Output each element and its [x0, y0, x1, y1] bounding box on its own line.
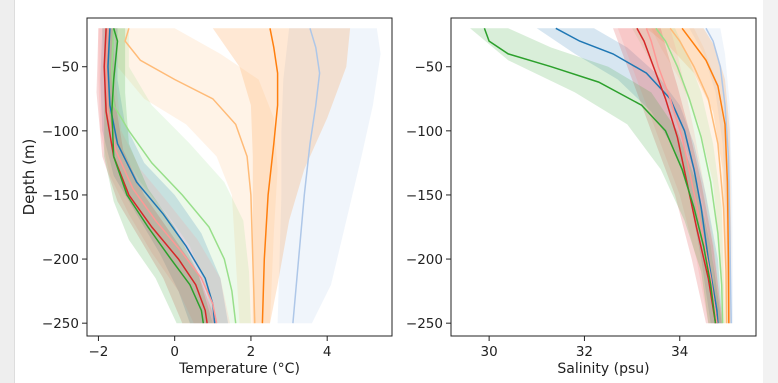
salinity-y-ticks: −50 −100 −150 −200 −250	[406, 60, 451, 332]
temperature-panel: −2 0 2 4 −50 −100 −150 −200 −250 Temperature (°…	[20, 17, 393, 377]
temperature-axes-frame	[86, 17, 393, 337]
figure	[15, 0, 763, 383]
temperature-x-tick-label: 2	[247, 344, 256, 360]
salinity-lines	[483, 27, 732, 324]
temperature-y-tick-label: −50	[51, 60, 80, 76]
temperature-x-axis-label: Temperature (°C)	[178, 361, 300, 377]
salinity-panel: 30 32 34 −50 −100 −150 −200 −250 Salinity (psu…	[406, 17, 757, 377]
temperature-y-tick-label: −150	[42, 188, 79, 204]
temperature-x-ticks: −2 0 2 4	[88, 336, 331, 360]
temperature-band-1	[277, 28, 381, 324]
salinity-y-tick-label: −200	[406, 252, 443, 268]
salinity-band-6	[617, 28, 723, 324]
salinity-x-ticks: 30 32 34	[481, 336, 688, 360]
temperature-series-line-2	[261, 28, 279, 324]
salinity-series-line-1	[705, 27, 732, 324]
temperature-band-3	[113, 28, 278, 324]
temperature-bands	[96, 28, 381, 324]
temperature-band-4	[102, 28, 251, 324]
temperature-x-tick-label: 4	[323, 344, 332, 360]
salinity-series-line-2	[681, 27, 730, 324]
temperature-series-line-5	[107, 28, 216, 324]
left-gutter	[0, 0, 15, 383]
temperature-y-axis-label: Depth (m)	[20, 139, 38, 216]
salinity-y-tick-label: −250	[406, 316, 443, 332]
salinity-series-line-3	[669, 27, 728, 324]
temperature-x-tick-label: 0	[170, 344, 179, 360]
temperature-y-tick-label: −250	[42, 316, 79, 332]
salinity-series-line-4	[655, 27, 724, 324]
salinity-axes-frame	[450, 17, 757, 337]
salinity-x-axis-label: Salinity (psu)	[557, 361, 649, 377]
salinity-y-tick-label: −50	[415, 60, 444, 76]
salinity-bands	[470, 28, 734, 324]
salinity-band-5	[536, 28, 723, 324]
salinity-band-1	[689, 28, 734, 324]
temperature-y-tick-label: −200	[42, 252, 79, 268]
temperature-series-line-8	[111, 28, 205, 324]
temperature-band-8	[104, 28, 213, 324]
salinity-series-line-6	[645, 28, 718, 324]
salinity-series-line-8	[483, 28, 717, 324]
salinity-band-3	[651, 28, 730, 324]
salinity-y-tick-label: −150	[406, 188, 443, 204]
salinity-band-7	[613, 28, 723, 324]
temperature-lines	[103, 28, 321, 324]
temperature-series-line-1	[292, 28, 321, 324]
salinity-series-line-5	[555, 27, 719, 324]
temperature-band-6	[98, 28, 231, 324]
temperature-series-line-6	[105, 28, 218, 324]
right-gutter	[763, 0, 778, 383]
salinity-y-tick-label: −100	[406, 124, 443, 140]
salinity-x-tick-label: 30	[481, 344, 498, 360]
temperature-band-5	[100, 28, 229, 324]
salinity-x-tick-label: 34	[671, 344, 688, 360]
salinity-band-4	[632, 28, 725, 324]
temperature-series-line-3	[124, 28, 256, 324]
salinity-x-tick-label: 32	[576, 344, 593, 360]
salinity-band-2	[646, 28, 732, 324]
salinity-band-8	[470, 28, 722, 324]
temperature-y-ticks: −50 −100 −150 −200 −250	[42, 60, 87, 332]
temperature-series-line-7	[103, 28, 208, 324]
temperature-x-tick-label: −2	[88, 344, 108, 360]
salinity-series-line-7	[636, 27, 717, 324]
temperature-y-tick-label: −100	[42, 124, 79, 140]
